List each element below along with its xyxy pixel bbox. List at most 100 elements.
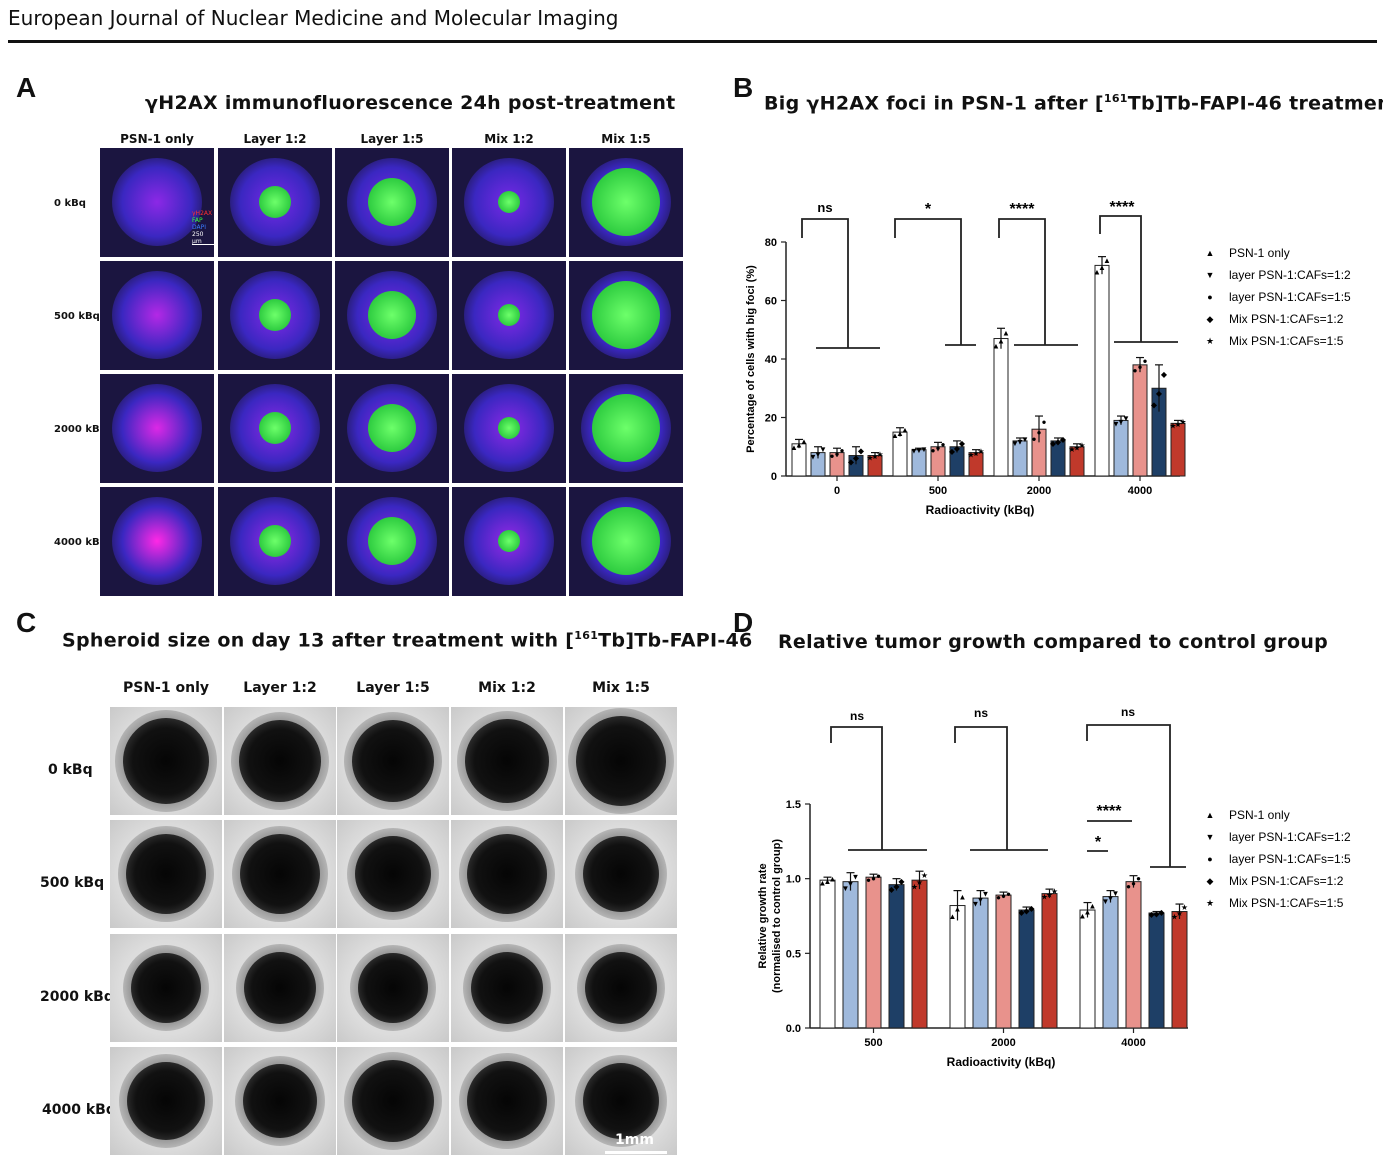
panel-c-row-header: 4000 kBq: [42, 1102, 116, 1118]
data-point: ★: [876, 450, 883, 459]
data-point: ●: [830, 452, 835, 461]
panel-a-col-header: Layer 1:5: [360, 132, 424, 146]
fluorescence-image: [452, 374, 566, 483]
data-point: ▲: [959, 893, 967, 902]
y-tick-label: 20: [765, 413, 777, 425]
data-point: ●: [996, 893, 1001, 902]
brightfield-image: [110, 707, 222, 815]
fluorescence-image: γH2AX FAP DAPI 250 μm: [100, 148, 214, 257]
data-point: ▼: [814, 450, 822, 459]
panel-a-col-header: PSN-1 only: [120, 132, 194, 146]
spheroid-dapi: [112, 384, 202, 472]
legend-label: Mix PSN-1:CAFs=1:5: [1229, 896, 1344, 910]
spheroid-dapi: [112, 497, 202, 585]
data-point: ★: [972, 449, 979, 458]
data-point: ▲: [1079, 911, 1087, 920]
legend-marker: ★: [1206, 336, 1214, 346]
legend-marker: ●: [1207, 292, 1212, 302]
data-point: ▼: [982, 890, 990, 899]
y-tick-label: 80: [765, 237, 777, 249]
bar: [842, 881, 859, 1029]
spheroid-core: [467, 834, 547, 914]
spheroid-core: [465, 719, 549, 803]
panel-d-label: D: [733, 607, 754, 638]
data-point: ◆: [1023, 907, 1030, 916]
fap-core: [592, 507, 660, 575]
data-point: ●: [1131, 879, 1136, 888]
legend-marker: ▼: [1206, 832, 1215, 842]
panel-a-legend-item: DAPI: [192, 224, 207, 231]
spheroid-core: [576, 716, 666, 806]
data-point: ◆: [1151, 401, 1158, 410]
legend-marker: ▲: [1206, 248, 1215, 258]
x-tick-label: 500: [929, 485, 947, 497]
data-point: ▲: [992, 342, 1000, 351]
significance-label: ****: [1010, 201, 1036, 218]
data-point: ◆: [1158, 908, 1165, 917]
panel-c-title-post: Tb]Tb-FAPI-46: [598, 629, 753, 652]
brightfield-image: [224, 707, 336, 815]
data-point: ▲: [997, 337, 1005, 346]
data-point: ▲: [829, 874, 837, 883]
spheroid-core: [352, 1060, 434, 1142]
fap-core: [498, 304, 520, 326]
data-point: ★: [1041, 893, 1048, 902]
data-point: ▼: [1112, 889, 1120, 898]
legend-label: layer PSN-1:CAFs=1:2: [1229, 268, 1351, 282]
data-point: ★: [977, 447, 984, 456]
data-point: ●: [866, 875, 871, 884]
spheroid-core: [123, 718, 209, 804]
significance-label: *: [925, 201, 932, 218]
data-point: ★: [916, 878, 923, 887]
data-point: ▼: [852, 872, 860, 881]
significance-bracket: [894, 218, 962, 345]
brightfield-image: [565, 1047, 677, 1155]
panel-c-label: C: [16, 607, 37, 638]
data-point: ★: [1051, 887, 1058, 896]
data-point: ★: [921, 871, 928, 880]
legend-marker: ★: [1206, 898, 1214, 908]
legend-marker: ◆: [1207, 876, 1214, 886]
fluorescence-image: [569, 261, 683, 370]
scale-bar: [605, 1151, 667, 1154]
bar: [819, 879, 836, 1029]
brightfield-image: [110, 934, 222, 1042]
data-point: ★: [1068, 445, 1075, 454]
y-tick-label: 0: [771, 471, 777, 483]
fap-core: [259, 186, 291, 218]
data-point: ●: [835, 449, 840, 458]
spheroid-core: [467, 1061, 547, 1141]
brightfield-image: [110, 820, 222, 928]
spheroid-core: [127, 1062, 205, 1140]
bar: [1125, 881, 1142, 1029]
x-tick-label: 2000: [991, 1037, 1015, 1049]
data-point: ▼: [1021, 435, 1029, 444]
data-point: ★: [1073, 443, 1080, 452]
data-point: ▼: [910, 447, 918, 456]
legend-marker: ▼: [1206, 270, 1215, 280]
significance-label: ****: [1097, 803, 1123, 820]
panel-a-label: A: [16, 72, 37, 103]
y-tick-label: 1.0: [786, 874, 801, 886]
data-point: ◆: [1148, 910, 1155, 919]
panel-b-title: Big γH2AX foci in PSN-1 after [161Tb]Tb-…: [764, 92, 1383, 114]
legend-label: Mix PSN-1:CAFs=1:2: [1229, 312, 1344, 326]
bar: [1094, 264, 1110, 477]
fluorescence-image: [569, 374, 683, 483]
spheroid-dapi: [112, 158, 202, 246]
fluorescence-image: [452, 261, 566, 370]
data-point: ★: [1181, 903, 1188, 912]
data-point: ▼: [915, 446, 923, 455]
data-point: ◆: [858, 446, 865, 455]
spheroid-core: [471, 952, 543, 1024]
bar: [1148, 912, 1165, 1029]
brightfield-image: [451, 1047, 563, 1155]
scale-label: 1mm: [615, 1132, 654, 1148]
data-point: ★: [1174, 420, 1181, 429]
spheroid-core: [583, 1063, 659, 1139]
data-point: ◆: [954, 444, 961, 453]
legend-marker: ◆: [1207, 314, 1214, 324]
bar: [993, 338, 1009, 477]
panel-b-title-sup: 161: [1103, 92, 1128, 105]
panel-c-col-header: Layer 1:2: [243, 680, 317, 696]
